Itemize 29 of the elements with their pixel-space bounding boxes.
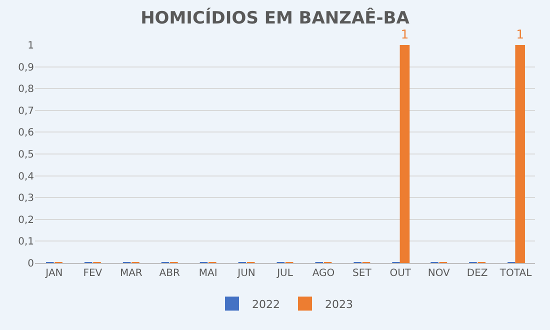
y-tick-label: 0,5 [18,150,34,160]
x-tick-label: NOV [428,268,450,279]
x-tick-label: TOTAL [498,268,532,279]
x-tick-label: DEZ [466,268,488,279]
legend-label: 2022 [252,298,280,311]
x-tick-label: AGO [312,268,335,279]
x-tick-label: JAN [44,268,63,279]
y-tick-label: 0,4 [18,171,34,182]
x-tick-label: MAI [198,268,218,279]
y-tick-label: 0 [28,258,34,270]
y-tick-label: 0,6 [18,128,34,139]
y-tick-label: 0,9 [18,62,34,74]
y-tick-label: 0,1 [18,236,34,248]
x-tick-label: SET [352,268,372,279]
x-tick-label: FEV [83,268,102,279]
x-tick-label: JUN [236,268,256,279]
data-label: 1 [516,28,524,42]
y-tick-label: 0,3 [18,193,34,204]
x-tick-label: ABR [159,268,180,279]
x-tick-label: JUL [276,268,294,279]
x-tick-label: OUT [390,268,412,279]
data-label: 1 [400,28,409,42]
chart-title: HOMICÍDIOS EM BANZAÊ-BA [140,7,410,28]
legend-label: 2023 [325,298,353,311]
y-tick-label: 0,2 [18,214,34,226]
y-tick-label: 0,8 [18,84,34,96]
x-tick-label: MAR [120,268,142,279]
y-tick-label: 1 [28,40,34,52]
y-tick-label: 0,7 [18,106,34,117]
